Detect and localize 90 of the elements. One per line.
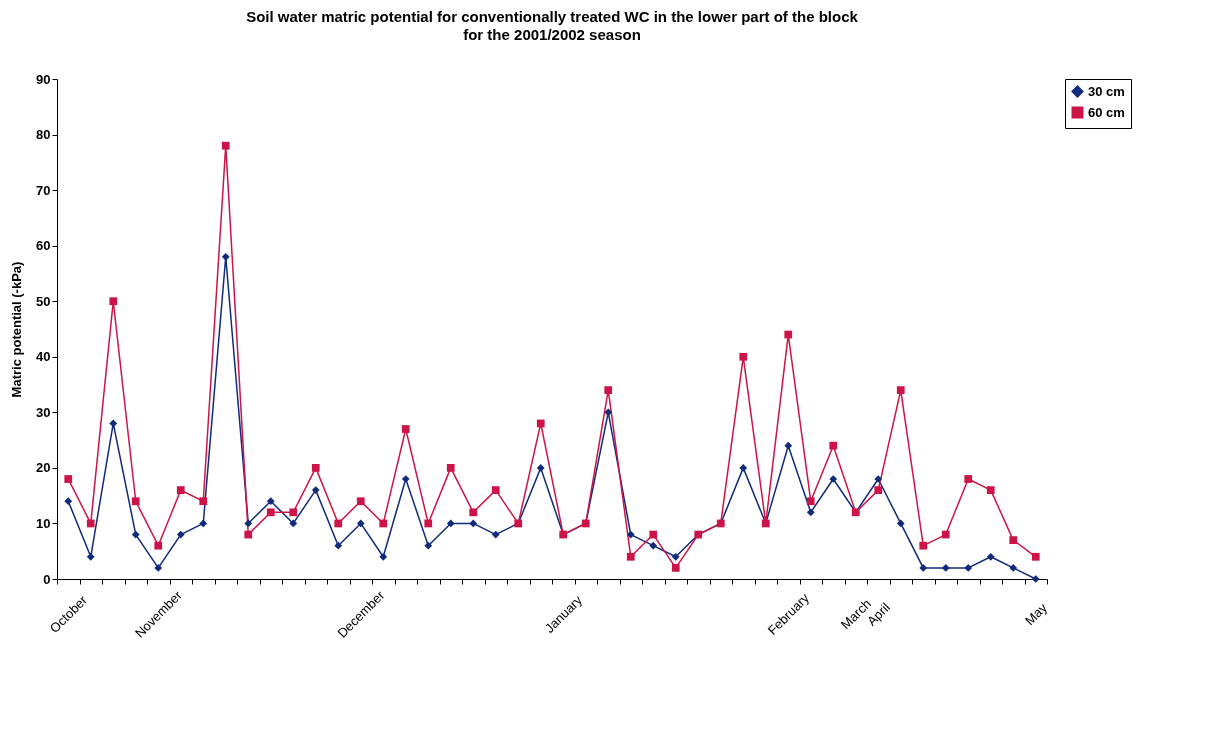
y-axis-title: Matric potential (-kPa) xyxy=(9,261,25,398)
point xyxy=(334,519,343,528)
chart-subtitle: for the 2001/2002 season xyxy=(463,26,641,43)
point xyxy=(919,541,928,550)
point xyxy=(221,252,230,261)
y-tick-label: 0 xyxy=(43,571,51,587)
point xyxy=(626,530,635,539)
point xyxy=(739,352,748,361)
y-tick-label: 80 xyxy=(36,127,51,143)
point xyxy=(964,475,973,483)
point xyxy=(109,419,118,428)
point xyxy=(806,497,815,506)
point xyxy=(221,141,230,150)
point xyxy=(626,552,635,561)
point xyxy=(311,464,320,472)
point xyxy=(424,541,433,550)
point xyxy=(649,530,658,539)
point xyxy=(244,519,253,528)
y-tick-label: 20 xyxy=(36,460,51,476)
point xyxy=(896,519,905,528)
y-tick-label: 60 xyxy=(36,238,51,254)
point xyxy=(806,508,815,517)
point xyxy=(356,497,365,506)
point xyxy=(874,475,883,483)
y-tick-label: 90 xyxy=(36,71,51,87)
point xyxy=(154,564,163,572)
point xyxy=(1009,564,1018,572)
point xyxy=(446,519,455,528)
point xyxy=(311,486,320,494)
legend-label: 30 cm xyxy=(1088,83,1125,99)
point xyxy=(176,530,185,539)
point xyxy=(874,486,883,494)
point xyxy=(289,519,298,528)
point xyxy=(919,564,928,572)
x-tick-label: May xyxy=(1021,599,1051,629)
point xyxy=(671,564,680,572)
y-tick-label: 10 xyxy=(36,515,51,531)
point xyxy=(446,464,455,472)
point xyxy=(941,564,950,572)
point xyxy=(1031,552,1040,561)
point xyxy=(739,464,748,472)
point xyxy=(829,441,838,450)
legend-label: 60 cm xyxy=(1088,104,1125,120)
point xyxy=(244,530,253,539)
point xyxy=(109,297,118,306)
point xyxy=(64,497,73,506)
point xyxy=(1031,575,1040,583)
point xyxy=(941,530,950,539)
point xyxy=(469,519,478,528)
point xyxy=(379,519,388,528)
point xyxy=(176,486,185,494)
point xyxy=(784,330,793,339)
point xyxy=(401,475,410,483)
point xyxy=(469,508,478,517)
y-tick-label: 50 xyxy=(36,293,51,309)
point xyxy=(266,497,275,506)
point xyxy=(986,486,995,494)
point xyxy=(289,508,298,517)
y-tick-label: 70 xyxy=(36,182,51,198)
point xyxy=(536,464,545,472)
point xyxy=(131,530,140,539)
point xyxy=(784,441,793,450)
point xyxy=(64,475,73,483)
point xyxy=(356,519,365,528)
point xyxy=(604,386,613,394)
point xyxy=(424,519,433,528)
chart-title: Soil water matric potential for conventionally treated WC in the lower part of the block xyxy=(246,8,859,25)
point xyxy=(86,519,95,528)
y-tick-label: 40 xyxy=(36,349,51,365)
point xyxy=(199,497,208,506)
point xyxy=(154,541,163,550)
point xyxy=(491,486,500,494)
point xyxy=(986,552,995,561)
point xyxy=(491,530,500,539)
point xyxy=(401,425,410,433)
point xyxy=(131,497,140,506)
point xyxy=(1009,536,1018,544)
point xyxy=(604,408,613,417)
y-tick-label: 30 xyxy=(36,404,51,420)
point xyxy=(199,519,208,528)
point xyxy=(86,552,95,561)
point xyxy=(536,419,545,428)
point xyxy=(649,541,658,550)
point xyxy=(671,552,680,561)
point xyxy=(379,552,388,561)
point xyxy=(896,386,905,394)
point xyxy=(334,541,343,550)
point xyxy=(266,508,275,517)
point xyxy=(829,475,838,483)
point xyxy=(964,564,973,572)
